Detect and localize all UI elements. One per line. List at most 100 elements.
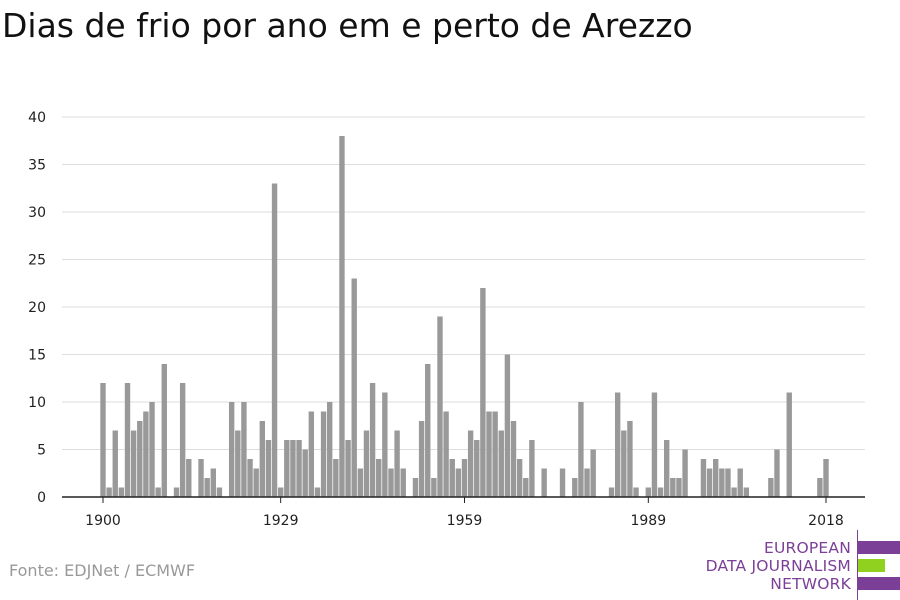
- logo-text-line1: EUROPEAN: [763, 539, 851, 557]
- x-tick-label: 2018: [808, 513, 844, 529]
- bar-1900: [100, 383, 106, 497]
- bar-1923: [241, 402, 247, 497]
- bar-1906: [137, 421, 143, 497]
- y-tick-label: 35: [28, 158, 46, 174]
- bar-1956: [443, 411, 449, 497]
- x-tick-label: 1989: [630, 513, 666, 529]
- bar-1968: [516, 459, 523, 497]
- bar-1977: [572, 478, 578, 497]
- bar-1941: [351, 278, 357, 497]
- bar-1985: [621, 430, 627, 497]
- y-tick-label: 0: [37, 490, 46, 506]
- bar-1933: [302, 449, 308, 497]
- x-tick-label: 1900: [85, 513, 121, 529]
- bar-2003: [731, 487, 737, 497]
- logo-bar-purple-bottom: [858, 577, 900, 590]
- bar-1946: [382, 392, 388, 497]
- bar-1972: [541, 468, 547, 497]
- bar-1921: [228, 402, 235, 497]
- bar-1984: [614, 392, 621, 497]
- bar-1980: [590, 449, 596, 497]
- y-tick-label: 30: [28, 205, 46, 221]
- edjnet-logo: EUROPEAN DATA JOURNALISM NETWORK: [700, 530, 900, 600]
- bar-2001: [719, 468, 725, 497]
- y-tick-label: 5: [37, 443, 46, 459]
- bar-1905: [130, 430, 137, 497]
- bar-1948: [394, 430, 400, 497]
- bar-1986: [627, 421, 633, 497]
- bar-1904: [124, 383, 131, 497]
- bar-1951: [412, 478, 419, 497]
- bar-1999: [706, 468, 713, 497]
- bar-1965: [498, 430, 504, 497]
- bar-1902: [112, 430, 118, 497]
- bar-1932: [296, 440, 302, 497]
- y-tick-label: 15: [28, 348, 46, 364]
- bar-1961: [474, 440, 480, 497]
- bar-1924: [247, 459, 253, 497]
- x-axis-ticks: 1900 1929 1959 1989 2018: [85, 497, 844, 529]
- bar-1934: [308, 411, 315, 497]
- bar-1964: [492, 411, 498, 497]
- bar-1995: [682, 449, 688, 497]
- bar-1970: [529, 440, 535, 497]
- bar-1994: [676, 478, 682, 497]
- bar-1967: [510, 421, 517, 497]
- bar-2002: [725, 468, 731, 497]
- bar-1917: [204, 478, 210, 497]
- y-tick-label: 20: [28, 300, 46, 316]
- bar-1952: [418, 421, 425, 497]
- bar-1945: [376, 459, 382, 497]
- bar-1975: [559, 468, 566, 497]
- bar-1953: [425, 364, 431, 497]
- bar-1983: [608, 487, 615, 497]
- bar-1958: [455, 468, 462, 497]
- bars: [100, 136, 829, 497]
- bar-2010: [774, 449, 780, 497]
- bar-1913: [179, 383, 186, 497]
- source-note: Fonte: EDJNet / ECMWF: [9, 561, 196, 580]
- bar-1939: [339, 136, 345, 497]
- bar-1992: [663, 440, 670, 497]
- y-axis-ticks: 0 5 10 15 20 25 30 35 40: [28, 110, 46, 506]
- bar-1955: [437, 316, 443, 497]
- y-tick-label: 40: [28, 110, 46, 126]
- bar-1912: [173, 487, 180, 497]
- bar-1949: [400, 468, 406, 497]
- bar-1910: [161, 364, 167, 497]
- bar-2005: [743, 487, 750, 497]
- bar-1929: [277, 487, 284, 497]
- bar-1989: [645, 487, 652, 497]
- bar-2000: [713, 459, 719, 497]
- bar-1957: [449, 459, 455, 497]
- x-tick-label: 1959: [447, 513, 483, 529]
- bar-1938: [333, 459, 339, 497]
- bar-1963: [486, 411, 492, 497]
- bar-1987: [633, 487, 639, 497]
- logo-text-line3: NETWORK: [770, 575, 851, 593]
- bar-1901: [106, 487, 112, 497]
- y-tick-label: 25: [28, 253, 46, 269]
- bar-2009: [768, 478, 774, 497]
- bar-1936: [320, 411, 327, 497]
- bar-1927: [265, 440, 272, 497]
- bar-1954: [431, 478, 437, 497]
- gridlines: [62, 116, 865, 450]
- bar-1928: [271, 183, 278, 497]
- bar-1935: [314, 487, 321, 497]
- bar-2018: [823, 459, 829, 497]
- bar-1908: [149, 402, 155, 497]
- logo-separator: [857, 530, 858, 600]
- bar-1978: [578, 402, 584, 497]
- bar-1940: [345, 440, 351, 497]
- bar-1922: [235, 430, 241, 497]
- bar-1916: [198, 459, 204, 497]
- logo-text-line2: DATA JOURNALISM: [705, 557, 851, 575]
- bar-1947: [388, 468, 394, 497]
- bar-1943: [363, 430, 370, 497]
- bar-1959: [461, 459, 468, 497]
- bar-1944: [369, 383, 376, 497]
- bar-1960: [467, 430, 474, 497]
- logo-bar-green: [858, 559, 885, 572]
- bar-1930: [284, 440, 290, 497]
